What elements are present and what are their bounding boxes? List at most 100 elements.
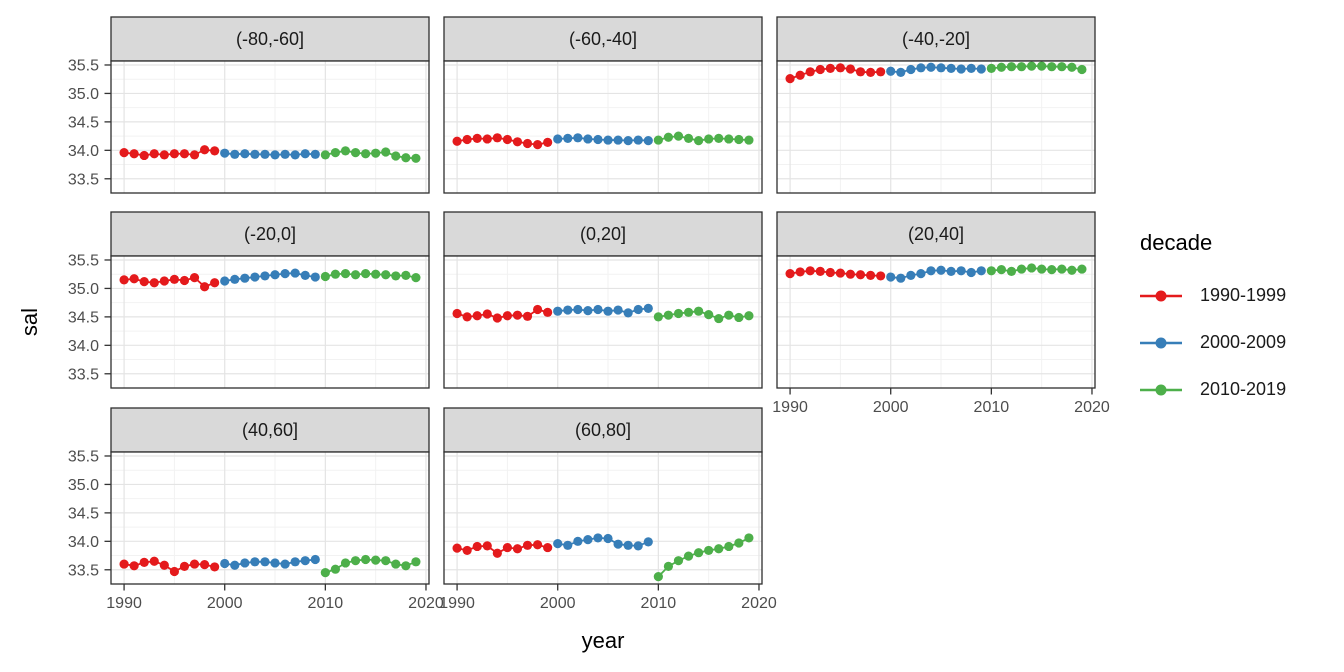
data-point <box>603 135 613 145</box>
data-point <box>744 135 754 145</box>
x-tick-label: 1990 <box>772 399 808 416</box>
series-line-2000-2009 <box>224 272 316 282</box>
data-point <box>280 269 290 279</box>
data-point <box>734 312 744 323</box>
facet-(0,20]: (0,20] <box>443 211 763 389</box>
x-tick-label: 2010 <box>974 399 1010 416</box>
legend-entry: 2010-2019 <box>1138 366 1286 413</box>
data-point <box>876 271 886 281</box>
data-point <box>189 273 200 283</box>
facet-panel <box>111 452 429 584</box>
facet-panel <box>777 256 1095 388</box>
data-point <box>623 308 633 318</box>
data-point <box>452 136 462 146</box>
y-tick-label: 35.0 <box>68 477 99 494</box>
data-point <box>119 148 129 158</box>
data-point <box>714 544 724 554</box>
series-line-2000-2009 <box>557 537 649 547</box>
data-point <box>220 148 230 158</box>
data-point <box>381 556 391 566</box>
data-point <box>401 153 411 163</box>
series-points-2010-2019 <box>653 131 754 146</box>
facet-(20,40]: (20,40] 1990 2000 2010 2020 <box>772 211 1110 416</box>
facet-panel-border <box>110 255 430 389</box>
data-point <box>1016 264 1027 274</box>
data-point <box>704 134 714 144</box>
series-points-2000-2009 <box>220 268 320 286</box>
data-point <box>310 554 320 565</box>
data-point <box>795 70 805 80</box>
data-point <box>855 270 866 280</box>
data-point <box>886 66 896 76</box>
data-point <box>785 74 795 84</box>
y-tick-label: 33.5 <box>68 171 99 188</box>
legend-key-point <box>1155 337 1167 348</box>
data-point <box>270 270 280 280</box>
data-point <box>502 134 512 145</box>
data-point <box>139 150 149 161</box>
data-point <box>744 533 754 543</box>
data-point <box>260 271 270 281</box>
data-point <box>401 561 411 571</box>
facet-panel-border <box>776 60 1096 194</box>
facet-strip <box>443 211 763 257</box>
data-point <box>381 147 391 157</box>
data-point <box>330 564 341 574</box>
y-tick-label: 35.0 <box>68 86 99 103</box>
data-point <box>159 560 169 570</box>
data-point <box>149 556 159 566</box>
data-point <box>805 266 815 276</box>
data-point <box>452 543 462 553</box>
facet-panel-border <box>443 255 763 389</box>
data-point <box>320 271 330 282</box>
data-point <box>270 558 280 568</box>
data-point <box>593 134 603 145</box>
data-point <box>149 278 159 288</box>
data-point <box>129 274 139 284</box>
data-point <box>613 135 623 145</box>
legend-entries: 1990-1999 2000-2009 2010-2019 <box>1138 272 1286 413</box>
data-point <box>926 266 936 276</box>
legend-key-point <box>1155 384 1167 395</box>
legend: decade 1990-1999 2000-2009 2010-2019 <box>1138 230 1286 413</box>
data-point <box>149 149 159 159</box>
data-point <box>199 145 210 155</box>
data-point <box>835 63 845 73</box>
data-point <box>270 150 280 160</box>
data-point <box>653 572 663 582</box>
data-point <box>452 308 462 319</box>
series-points-2010-2019 <box>320 146 421 163</box>
series-points-2010-2019 <box>653 306 754 324</box>
data-point <box>472 311 482 321</box>
data-point <box>593 533 603 543</box>
data-point <box>532 304 543 315</box>
facet-panel-border <box>110 451 430 585</box>
series-line-1990-1999 <box>123 276 215 288</box>
data-point <box>583 306 593 316</box>
y-tick-label: 35.0 <box>68 281 99 298</box>
data-point <box>683 551 694 561</box>
data-point <box>1057 62 1067 72</box>
data-point <box>1037 61 1047 71</box>
data-point <box>1047 265 1057 275</box>
facet-(60,80]: (60,80] 1990 2000 2010 2020 <box>439 407 777 612</box>
data-point <box>512 310 523 320</box>
data-point <box>522 311 533 321</box>
data-point <box>340 146 351 156</box>
data-point <box>300 270 310 280</box>
data-point <box>189 559 200 569</box>
facet-panel <box>444 256 762 388</box>
data-point <box>290 150 300 160</box>
data-point <box>169 149 179 159</box>
data-point <box>694 548 704 558</box>
data-point <box>1027 61 1037 71</box>
data-point <box>280 559 290 569</box>
data-point <box>159 150 169 160</box>
data-point <box>865 67 876 77</box>
data-point <box>210 278 220 288</box>
x-tick-label: 2000 <box>540 595 576 612</box>
x-tick-label: 2010 <box>308 595 344 612</box>
data-point <box>613 305 623 315</box>
data-point <box>512 544 523 554</box>
y-tick-label: 34.0 <box>68 534 99 551</box>
